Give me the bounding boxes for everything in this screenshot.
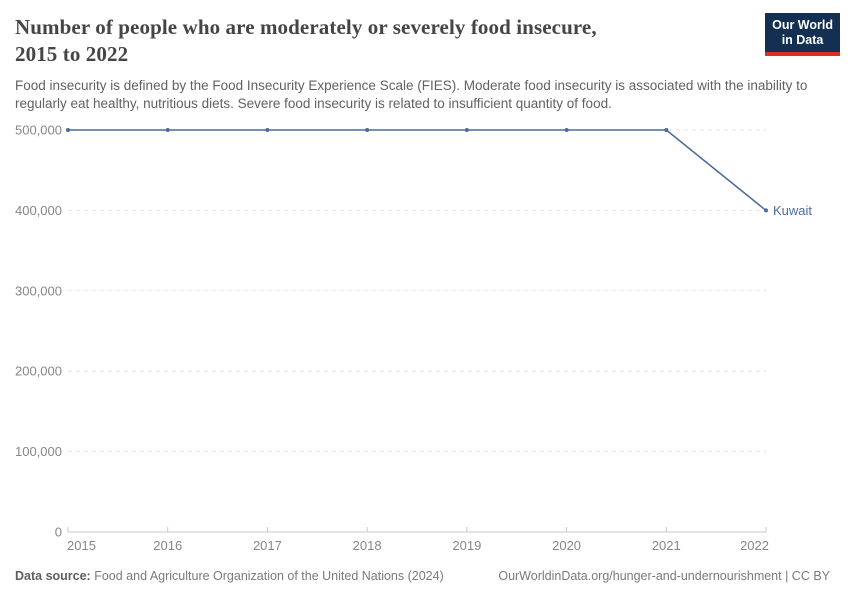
x-axis-label: 2021 [652, 538, 681, 553]
data-point[interactable] [764, 208, 768, 213]
datasource-text: Food and Agriculture Organization of the… [94, 569, 444, 583]
chart-header: Number of people who are moderately or s… [15, 13, 840, 112]
datasource: Data source: Food and Agriculture Organi… [15, 568, 444, 584]
datasource-label: Data source: [15, 569, 91, 583]
y-axis-label: 0 [55, 525, 62, 540]
owid-logo-line2: in Data [781, 33, 824, 47]
data-point[interactable] [564, 128, 569, 132]
y-axis-label: 500,000 [15, 123, 62, 138]
owid-logo-line1: Our World [772, 18, 833, 32]
x-axis-label: 2015 [67, 538, 96, 553]
owid-logo: Our World in Data [765, 13, 840, 56]
y-axis-label: 300,000 [15, 283, 62, 298]
x-axis-label: 2018 [353, 538, 382, 553]
x-axis-label: 2020 [552, 538, 581, 553]
x-axis-label: 2022 [740, 538, 769, 553]
chart-footer: Data source: Food and Agriculture Organi… [15, 568, 830, 584]
chart-subtitle: Food insecurity is defined by the Food I… [15, 78, 808, 111]
data-point[interactable] [265, 128, 270, 132]
x-axis-label: 2016 [153, 538, 182, 553]
chart-title-line1: Number of people who are moderately or s… [15, 15, 597, 39]
chart-title: Number of people who are moderately or s… [15, 14, 745, 68]
data-point[interactable] [66, 128, 70, 132]
line-chart[interactable]: 0 100,000 200,000 300,000 400,000 500,000 2015… [0, 115, 850, 575]
y-axis-label: 100,000 [15, 444, 62, 459]
series-end-label[interactable]: Kuwait [773, 203, 812, 218]
x-axis-label: 2019 [452, 538, 481, 553]
chart-title-line2: 2015 to 2022 [15, 42, 129, 66]
y-axis-label: 400,000 [15, 203, 62, 218]
y-axis-label: 200,000 [15, 364, 62, 379]
data-point[interactable] [365, 128, 370, 132]
data-point[interactable] [464, 128, 469, 132]
data-point[interactable] [664, 128, 669, 132]
data-line[interactable] [68, 129, 767, 211]
data-point[interactable] [165, 128, 170, 132]
license-url: OurWorldinData.org/hunger-and-undernouri… [498, 569, 830, 583]
x-axis-label: 2017 [253, 538, 282, 553]
